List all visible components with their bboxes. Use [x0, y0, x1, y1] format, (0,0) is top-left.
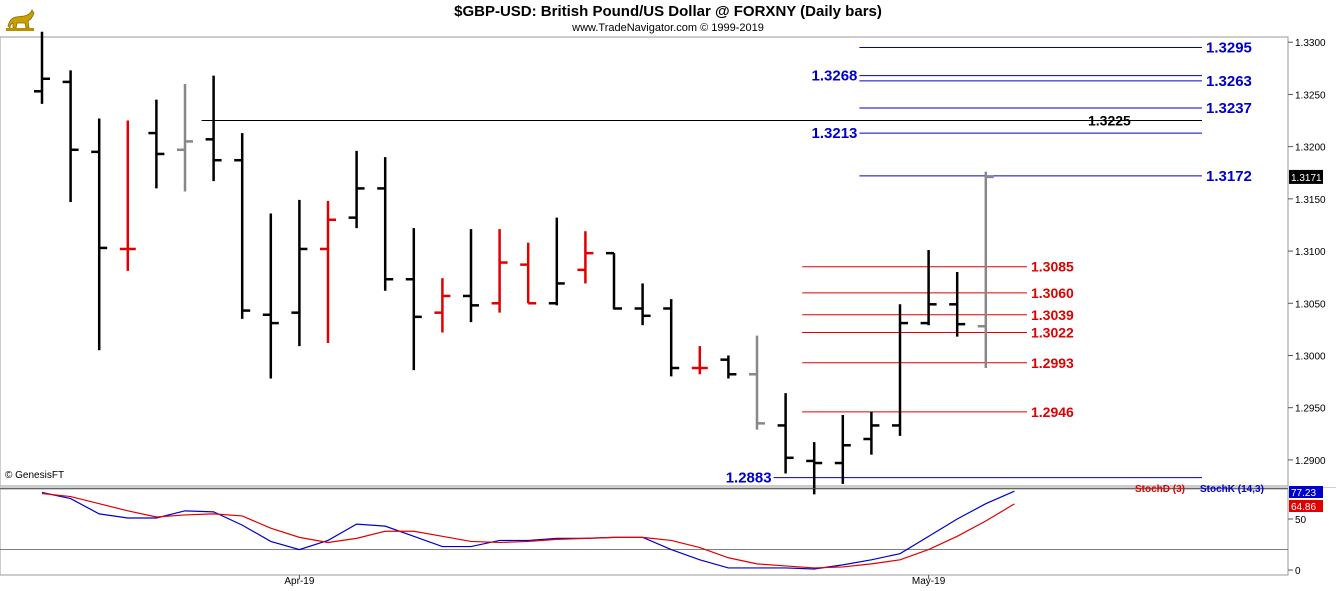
- level-label: 1.3268: [812, 68, 858, 85]
- ohlc-bar: [977, 171, 994, 369]
- price-panel-frame: [0, 36, 1289, 487]
- level-label: 1.3295: [1206, 39, 1252, 56]
- price-axis-tick-label: 1.3250: [1295, 90, 1326, 101]
- ohlc-bar: [348, 150, 365, 229]
- price-axis-tick-label: 1.3100: [1295, 247, 1326, 258]
- ohlc-bar: [892, 304, 908, 436]
- ohlc-bar: [91, 118, 108, 351]
- ohlc-bar: [920, 250, 937, 326]
- level-label: 1.2883: [726, 470, 772, 487]
- ohlc-bar: [834, 414, 851, 484]
- price-axis-tick-label: 1.3000: [1295, 351, 1326, 362]
- level-label: 1.2946: [1031, 404, 1074, 420]
- ohlc-bar: [606, 251, 622, 310]
- ohlc-bar: [234, 133, 251, 319]
- stoch-last-value-badge: [1289, 486, 1323, 498]
- x-axis-label: Apr-19: [284, 576, 314, 587]
- last-price-badge: [1289, 169, 1323, 184]
- ohlc-bar: [463, 229, 479, 323]
- stoch-last-value-badge: [1289, 500, 1323, 512]
- level-label: 1.3225: [1088, 113, 1131, 129]
- ohlc-bar: [663, 299, 680, 377]
- stoch-last-value: 64.86: [1291, 502, 1316, 513]
- stoch-axis-tick-label: 50: [1295, 515, 1307, 526]
- ohlc-bar: [634, 283, 651, 326]
- ohlc-bar: [377, 157, 394, 291]
- ohlc-bar: [205, 75, 222, 182]
- stoch-legend-item: StochK (14,3): [1200, 484, 1264, 495]
- ohlc-bar: [62, 70, 79, 202]
- price-axis-tick-label: 1.3200: [1295, 143, 1326, 154]
- ohlc-bar: [777, 393, 794, 474]
- last-price-label: 1.3171: [1291, 173, 1322, 184]
- ohlc-bar: [262, 213, 279, 379]
- x-axis-label: May-19: [912, 576, 946, 587]
- chart-header: $GBP-USD: British Pound/US Dollar @ FORX…: [0, 0, 1336, 37]
- ohlc-bar: [863, 411, 880, 455]
- price-axis-tick-label: 1.3300: [1295, 38, 1326, 49]
- ohlc-bar: [405, 228, 422, 371]
- ohlc-bar: [949, 271, 966, 337]
- price-axis-tick-label: 1.3050: [1295, 299, 1326, 310]
- ohlc-bar: [320, 200, 336, 343]
- ohlc-bar: [720, 355, 737, 379]
- gold-bull-icon: [4, 4, 36, 39]
- ohlc-bar: [34, 31, 50, 104]
- level-label: 1.3039: [1031, 307, 1074, 323]
- level-label: 1.3022: [1031, 325, 1074, 341]
- level-label: 1.2993: [1031, 355, 1074, 371]
- chart-title: $GBP-USD: British Pound/US Dollar @ FORX…: [454, 3, 882, 20]
- ohlc-bar: [491, 229, 508, 313]
- ohlc-bar: [291, 199, 308, 347]
- ohlc-bar: [806, 442, 823, 495]
- level-label: 1.3213: [812, 125, 858, 142]
- stoch-last-value: 77.23: [1291, 488, 1316, 499]
- ohlc-bar: [520, 242, 537, 305]
- ohlc-bar: [691, 346, 708, 375]
- price-axis-tick-label: 1.2950: [1295, 404, 1326, 415]
- ohlc-bar: [749, 335, 765, 430]
- ohlc-bar: [548, 217, 565, 306]
- ohlc-bar: [119, 120, 136, 271]
- price-axis-tick-label: 1.3150: [1295, 195, 1326, 206]
- ohlc-bar: [577, 231, 594, 284]
- level-label: 1.3085: [1031, 259, 1074, 275]
- stoch-series-line: [41, 490, 1015, 570]
- price-axis-tick-label: 1.2900: [1295, 456, 1326, 467]
- level-label: 1.3172: [1206, 168, 1252, 185]
- stoch-series-line: [41, 492, 1015, 569]
- stoch-legend-item: StochD (3): [1135, 484, 1185, 495]
- stoch-axis-tick-label: 0: [1295, 566, 1301, 577]
- watermark-text: © GenesisFT: [5, 470, 64, 481]
- level-label: 1.3263: [1206, 73, 1252, 90]
- stoch-panel-frame: [0, 488, 1289, 576]
- ohlc-bar: [148, 99, 165, 189]
- ohlc-bar: [434, 278, 451, 333]
- chart-subtitle: www.TradeNavigator.com © 1999-2019: [572, 22, 764, 34]
- level-label: 1.3237: [1206, 100, 1252, 117]
- ohlc-bar: [177, 83, 193, 192]
- level-label: 1.3060: [1031, 285, 1074, 301]
